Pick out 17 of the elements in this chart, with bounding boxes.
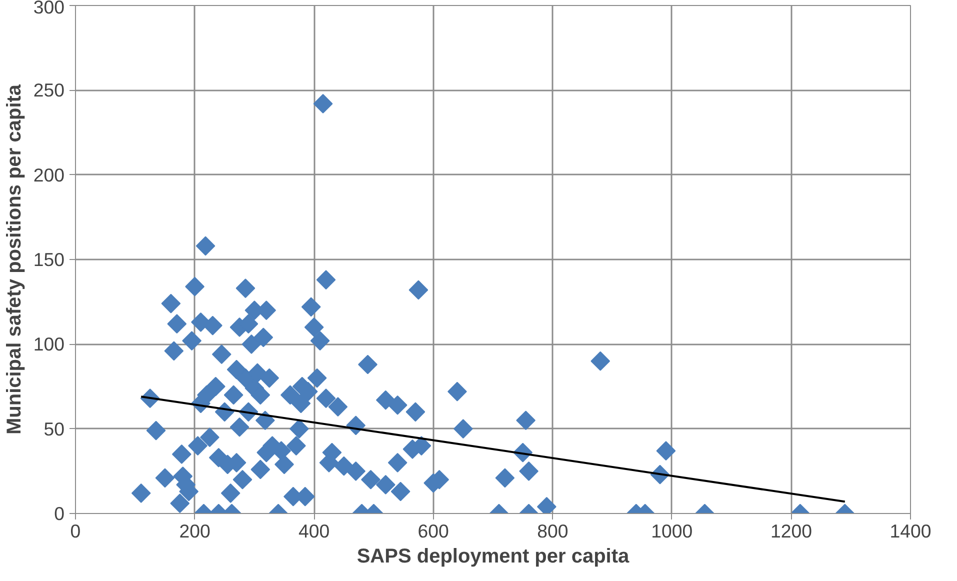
y-tick-label: 100 xyxy=(33,334,65,355)
y-tick-label: 50 xyxy=(44,418,65,440)
y-tick-label: 150 xyxy=(33,249,65,270)
x-tick-label: 200 xyxy=(179,520,210,542)
y-tick-label: 300 xyxy=(33,0,65,18)
x-tick-label: 800 xyxy=(537,520,568,542)
x-tick-label: 1400 xyxy=(890,520,932,542)
y-tick-label: 250 xyxy=(33,80,65,101)
x-tick-label: 400 xyxy=(298,520,330,542)
x-tick-label: 1000 xyxy=(651,520,693,542)
x-tick-label: 600 xyxy=(418,520,449,542)
x-axis-title: SAPS deployment per capita xyxy=(356,546,630,568)
x-tick-label: 0 xyxy=(70,520,81,542)
y-tick-label: 0 xyxy=(54,503,65,524)
x-tick-label: 1200 xyxy=(770,520,812,542)
y-axis-title: Municipal safety positions per capita xyxy=(3,84,26,435)
y-tick-label: 200 xyxy=(33,164,65,186)
